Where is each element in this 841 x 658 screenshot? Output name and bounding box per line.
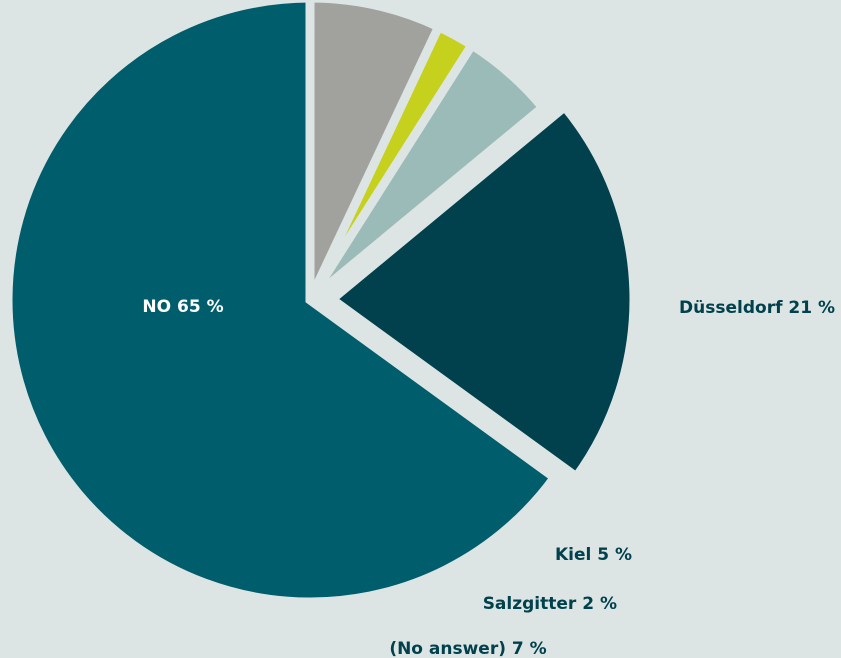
pie-label-salzgitter: Salzgitter 2 % — [483, 594, 617, 614]
pie-slices — [3, 0, 639, 607]
pie-labels: NO 65 % Düsseldorf 21 % Kiel 5 % Salzgitter… — [142, 297, 835, 658]
pie-label-kiel: Kiel 5 % — [555, 545, 632, 565]
pie-label-düsseldorf: Düsseldorf 21 % — [679, 298, 835, 318]
pie-slice-düsseldorf — [324, 100, 639, 484]
pie-label-no: NO 65 % — [142, 297, 223, 317]
pie-slice-no — [3, 0, 561, 607]
pie-slice-no-answer — [305, 0, 445, 302]
pie-label-no-answer: (No answer) 7 % — [389, 639, 546, 658]
